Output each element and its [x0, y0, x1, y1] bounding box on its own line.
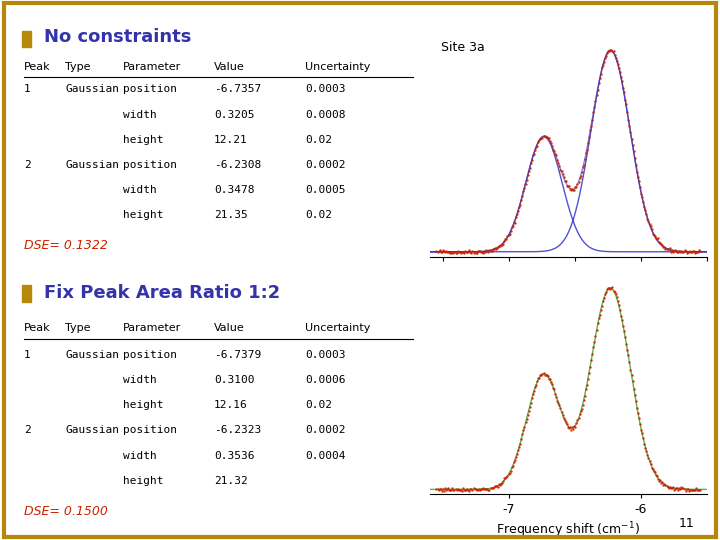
Text: Parameter: Parameter — [123, 323, 181, 333]
Text: Uncertainty: Uncertainty — [305, 323, 371, 333]
Text: height: height — [123, 476, 163, 485]
Text: 0.0005: 0.0005 — [305, 185, 346, 195]
Text: Peak: Peak — [24, 62, 50, 72]
Text: 21.35: 21.35 — [215, 210, 248, 220]
Text: 0.3536: 0.3536 — [215, 450, 255, 461]
Text: 0.3205: 0.3205 — [215, 110, 255, 119]
Bar — [22, 31, 31, 48]
Text: 21.32: 21.32 — [215, 476, 248, 485]
Text: 0.0004: 0.0004 — [305, 450, 346, 461]
Text: 0.3478: 0.3478 — [215, 185, 255, 195]
Text: 0.0002: 0.0002 — [305, 160, 346, 170]
Text: width: width — [123, 185, 157, 195]
Text: position: position — [123, 426, 177, 435]
Text: Type: Type — [66, 62, 91, 72]
Text: 0.0008: 0.0008 — [305, 110, 346, 119]
Text: 0.02: 0.02 — [305, 210, 332, 220]
Text: position: position — [123, 84, 177, 94]
Text: Site 3a: Site 3a — [441, 40, 485, 53]
Text: Type: Type — [66, 323, 91, 333]
Text: 0.0002: 0.0002 — [305, 426, 346, 435]
Text: Value: Value — [215, 323, 245, 333]
Text: Fix Peak Area Ratio 1:2: Fix Peak Area Ratio 1:2 — [45, 284, 281, 302]
Text: Gaussian: Gaussian — [66, 160, 120, 170]
Text: 0.0006: 0.0006 — [305, 375, 346, 385]
Text: 12.16: 12.16 — [215, 400, 248, 410]
Text: Gaussian: Gaussian — [66, 426, 120, 435]
Text: height: height — [123, 210, 163, 220]
Text: Gaussian: Gaussian — [66, 84, 120, 94]
Text: 0.0003: 0.0003 — [305, 350, 346, 360]
Text: -6.7379: -6.7379 — [215, 350, 261, 360]
X-axis label: Frequency shift (cm$^{-1}$): Frequency shift (cm$^{-1}$) — [496, 521, 641, 540]
Text: height: height — [123, 400, 163, 410]
Text: 2: 2 — [24, 426, 30, 435]
Text: 1: 1 — [24, 84, 30, 94]
Text: Value: Value — [215, 62, 245, 72]
Text: width: width — [123, 450, 157, 461]
Text: 12.21: 12.21 — [215, 134, 248, 145]
Text: 1: 1 — [24, 350, 30, 360]
Text: width: width — [123, 375, 157, 385]
Text: Peak: Peak — [24, 323, 50, 333]
Text: 0.02: 0.02 — [305, 134, 332, 145]
Text: 0.0003: 0.0003 — [305, 84, 346, 94]
Text: position: position — [123, 160, 177, 170]
Text: Gaussian: Gaussian — [66, 350, 120, 360]
Text: 0.02: 0.02 — [305, 400, 332, 410]
Text: height: height — [123, 134, 163, 145]
Text: No constraints: No constraints — [45, 28, 192, 46]
Text: 2: 2 — [24, 160, 30, 170]
Text: DSE= 0.1322: DSE= 0.1322 — [24, 239, 107, 252]
Text: 11: 11 — [679, 517, 695, 530]
Text: position: position — [123, 350, 177, 360]
Bar — [22, 285, 31, 301]
Text: -6.7357: -6.7357 — [215, 84, 261, 94]
Text: Uncertainty: Uncertainty — [305, 62, 371, 72]
Text: DSE= 0.1500: DSE= 0.1500 — [24, 504, 107, 517]
Text: 0.3100: 0.3100 — [215, 375, 255, 385]
Text: Parameter: Parameter — [123, 62, 181, 72]
Text: width: width — [123, 110, 157, 119]
Text: -6.2308: -6.2308 — [215, 160, 261, 170]
Text: -6.2323: -6.2323 — [215, 426, 261, 435]
